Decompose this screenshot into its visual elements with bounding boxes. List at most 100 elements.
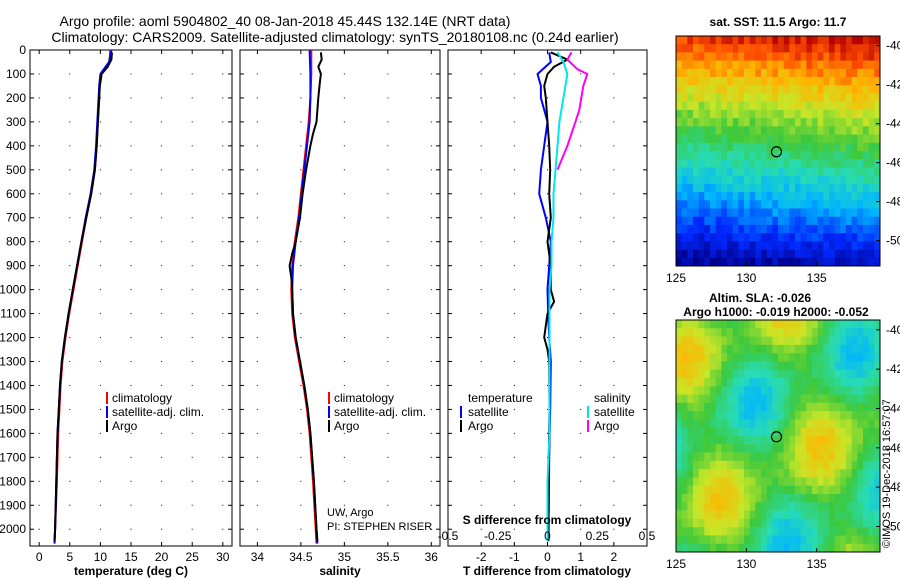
map-cell <box>812 361 818 371</box>
grid-dot <box>69 384 71 386</box>
map-cell <box>863 44 869 53</box>
map-cell <box>834 518 841 528</box>
map-cell <box>834 394 841 404</box>
map-cell <box>755 183 762 193</box>
grid-dot <box>161 337 163 339</box>
map-cell <box>868 44 875 53</box>
grid-dot <box>513 217 515 219</box>
map-cell <box>857 527 864 536</box>
map-cell <box>749 101 756 111</box>
map-cell <box>772 436 779 445</box>
map-cell <box>783 175 790 185</box>
map-cell <box>772 518 779 528</box>
map-cell <box>772 535 779 545</box>
map-cell <box>698 126 705 135</box>
map-cell <box>744 419 750 429</box>
map-cell <box>874 85 881 94</box>
map-cell <box>863 249 869 259</box>
map-cell <box>874 394 881 404</box>
map-cell <box>812 44 818 53</box>
map-cell <box>829 411 835 420</box>
map-cell <box>710 200 716 209</box>
map-cell <box>715 427 722 437</box>
map-cell <box>721 241 728 250</box>
grid-dot <box>480 384 482 386</box>
map-cell <box>738 68 745 78</box>
map-cell <box>721 394 728 404</box>
map-cell <box>772 167 779 176</box>
map-cell <box>812 543 818 553</box>
grid-dot <box>387 145 389 147</box>
map-cell <box>704 183 711 193</box>
map-cell <box>812 328 818 337</box>
grid-dot <box>613 169 615 171</box>
map-cell <box>874 249 881 259</box>
map-cell <box>846 118 852 127</box>
map-cell <box>795 257 801 267</box>
grid-dot <box>256 121 258 123</box>
map-cell <box>857 208 864 218</box>
map-cell <box>817 93 824 103</box>
map-cell <box>851 518 858 528</box>
map-cell <box>715 502 722 511</box>
map-cell <box>698 241 705 250</box>
map-cell <box>795 444 801 453</box>
map-cell <box>681 394 688 404</box>
map-cell <box>687 394 694 404</box>
map-cell <box>874 469 881 478</box>
map-cell <box>857 361 864 371</box>
map-cell <box>778 175 784 185</box>
map-cell <box>829 52 835 61</box>
map-cell <box>698 167 705 176</box>
map-cell <box>681 402 688 412</box>
map-cell <box>698 36 705 45</box>
map-cell <box>772 36 779 45</box>
map-cell <box>687 257 694 267</box>
map-cell <box>693 233 699 242</box>
map-cell <box>698 444 705 453</box>
grid-dot <box>613 241 615 243</box>
map-cell <box>772 126 779 135</box>
map-cell <box>732 336 739 346</box>
map-cell <box>806 402 813 412</box>
map-cell <box>795 60 801 70</box>
map-cell <box>710 527 716 536</box>
grid-dot <box>69 360 71 362</box>
map-cell <box>715 460 722 470</box>
grid-dot <box>99 504 101 506</box>
map-cell <box>812 257 818 267</box>
map-cell <box>783 427 790 437</box>
map-cell <box>772 101 779 111</box>
map-cell <box>795 369 801 379</box>
grid-dot <box>99 313 101 315</box>
map-cell <box>744 101 750 111</box>
grid-dot <box>161 360 163 362</box>
map-cell <box>761 427 767 437</box>
map-cell <box>789 241 796 250</box>
grid-dot <box>430 73 432 75</box>
map-cell <box>704 436 711 445</box>
map-cell <box>857 200 864 209</box>
map-cell <box>806 328 813 337</box>
map-cell <box>755 60 762 70</box>
map-cell <box>738 93 745 103</box>
map-cell <box>817 216 824 226</box>
map-cell <box>732 249 739 259</box>
map-cell <box>863 485 869 495</box>
map-cell <box>840 118 847 127</box>
map-cell <box>829 109 835 119</box>
map-cell <box>857 336 864 346</box>
map-cell <box>693 151 699 160</box>
grid-dot <box>300 337 302 339</box>
map-cell <box>789 494 796 503</box>
map-cell <box>851 535 858 545</box>
map-cell <box>755 200 762 209</box>
map-cell <box>687 328 694 337</box>
map-cell <box>874 460 881 470</box>
map-cell <box>789 126 796 135</box>
map-cell <box>851 369 858 379</box>
map-cell <box>851 142 858 152</box>
map-cell <box>857 452 864 462</box>
map-cell <box>721 502 728 511</box>
map-cell <box>681 93 688 103</box>
